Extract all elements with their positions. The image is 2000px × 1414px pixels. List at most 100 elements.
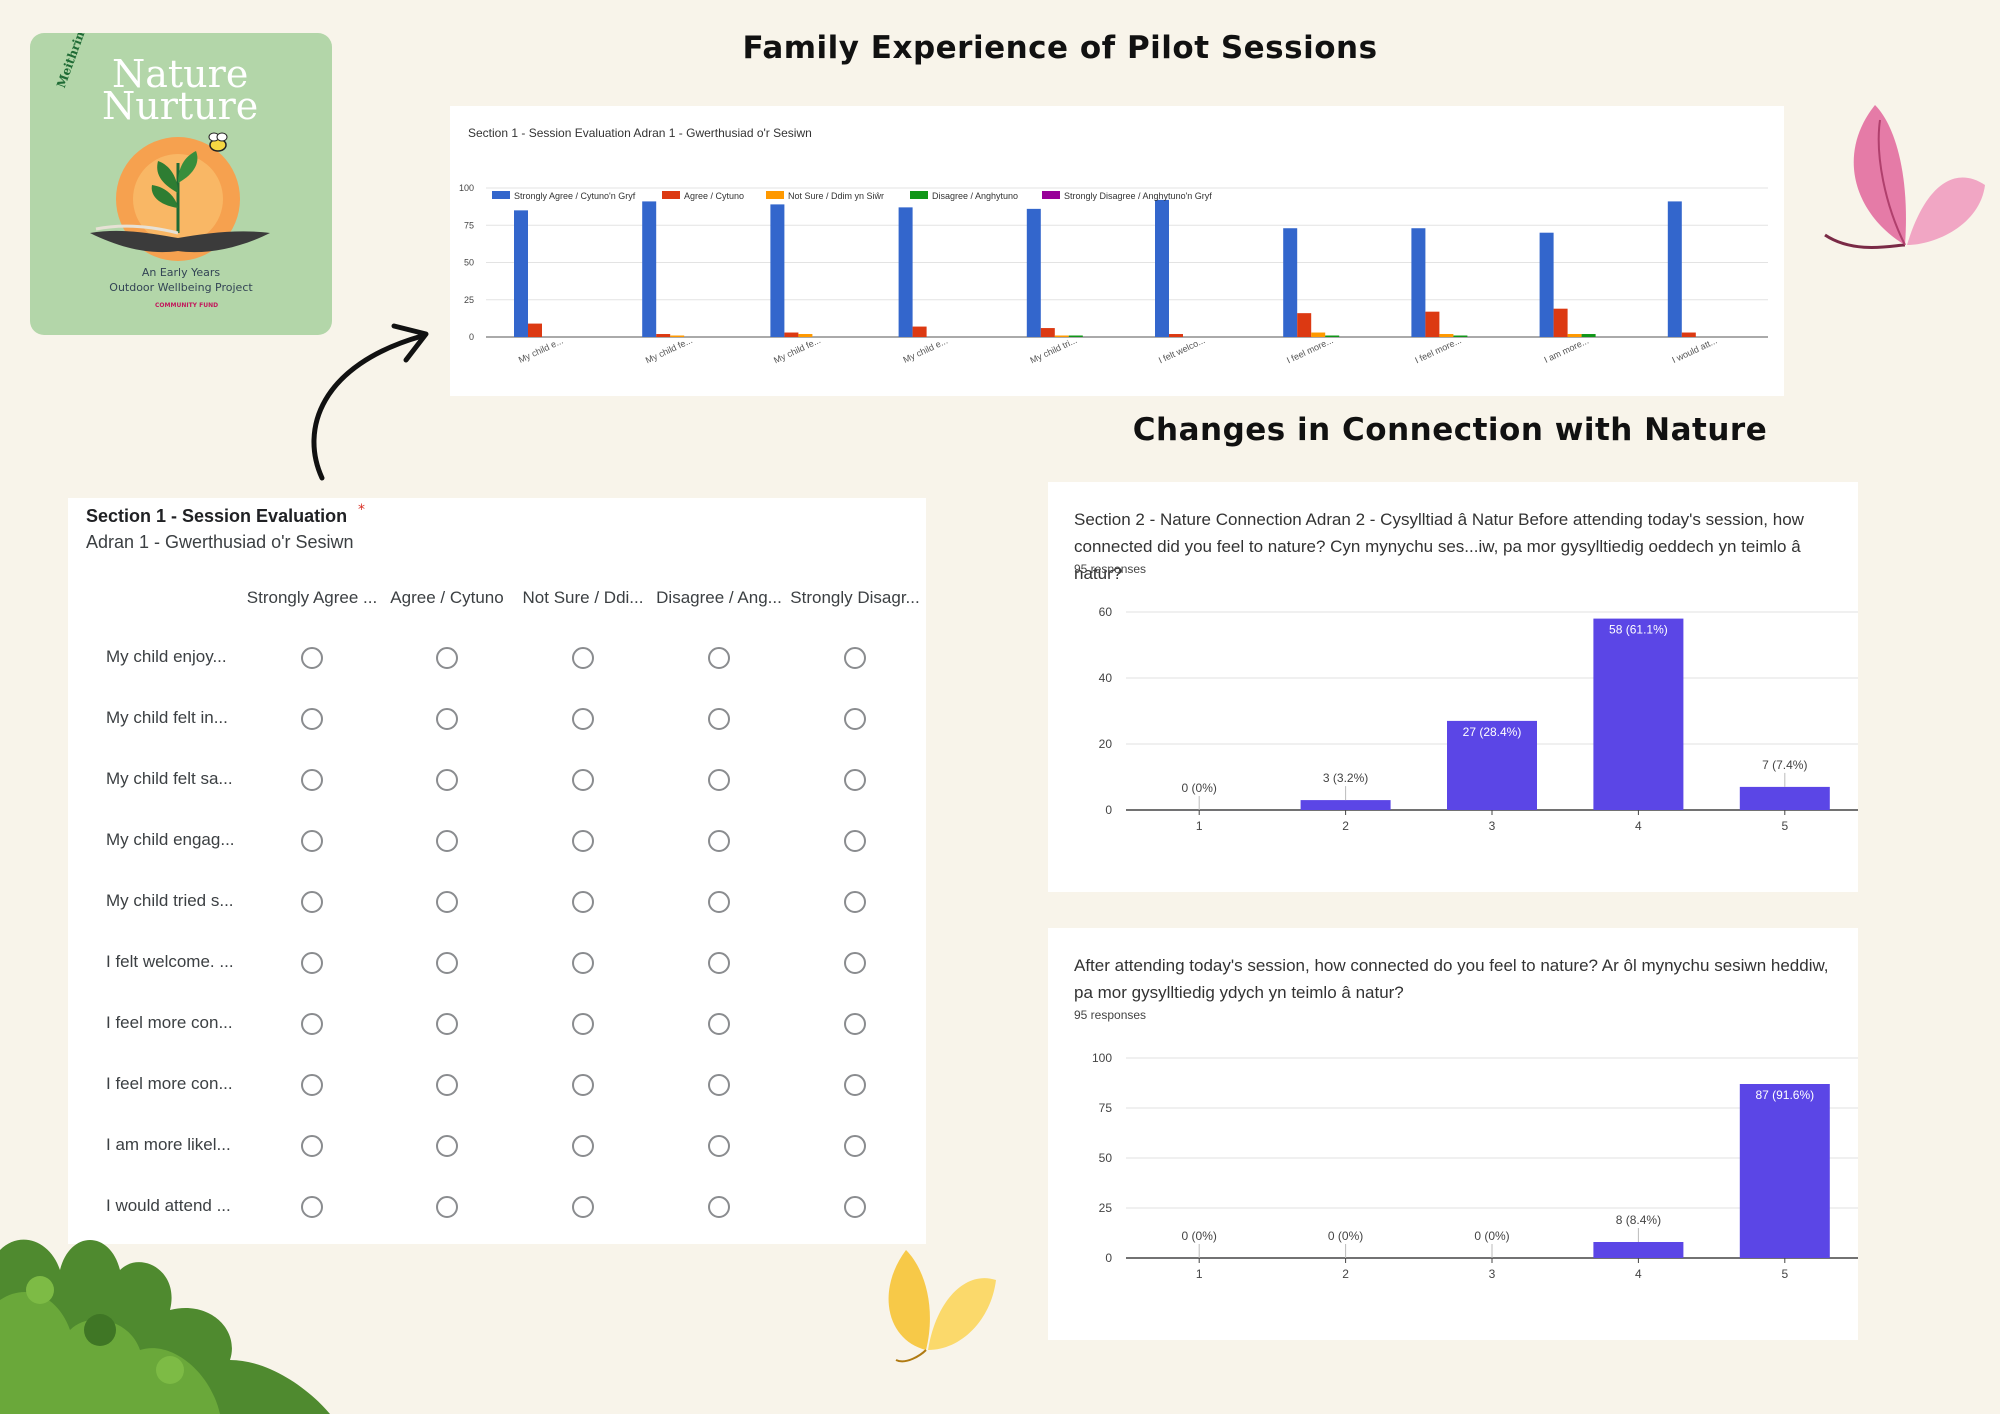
x-tick-label: 5	[1781, 819, 1788, 833]
radio-option[interactable]	[844, 1135, 866, 1157]
radio-option[interactable]	[436, 1196, 458, 1218]
radio-option[interactable]	[436, 952, 458, 974]
radio-option[interactable]	[708, 1013, 730, 1035]
before-response-count: 95 responses	[1074, 562, 1147, 576]
bar	[1411, 228, 1426, 337]
data-label: 7 (7.4%)	[1762, 758, 1807, 772]
radio-option[interactable]	[708, 708, 730, 730]
form-row-label: My child tried s...	[106, 891, 234, 910]
radio-option[interactable]	[708, 830, 730, 852]
radio-option[interactable]	[301, 647, 323, 669]
radio-option[interactable]	[844, 708, 866, 730]
radio-option[interactable]	[436, 830, 458, 852]
radio-option[interactable]	[708, 769, 730, 791]
legend-entry: Strongly Agree / Cytuno'n Gryf	[514, 191, 636, 201]
y-tick-label: 40	[1099, 671, 1113, 685]
heading-connection-nature: Changes in Connection with Nature	[1132, 412, 1768, 448]
yellow-butterfly-icon	[888, 1250, 996, 1363]
form-column-header: Agree / Cytuno	[390, 588, 504, 607]
form-column-header: Strongly Disagr...	[790, 588, 920, 607]
x-tick-label: I am more...	[1542, 336, 1590, 365]
bar	[898, 207, 913, 337]
radio-option[interactable]	[844, 769, 866, 791]
form-row-label: My child felt in...	[106, 708, 228, 727]
radio-option[interactable]	[436, 708, 458, 730]
radio-option[interactable]	[572, 891, 594, 913]
radio-option[interactable]	[708, 952, 730, 974]
x-tick-label: 2	[1342, 819, 1349, 833]
y-tick-label: 25	[464, 295, 474, 305]
radio-option[interactable]	[844, 1074, 866, 1096]
y-tick-label: 0	[1105, 803, 1112, 817]
radio-option[interactable]	[572, 1074, 594, 1096]
data-label: 27 (28.4%)	[1463, 725, 1522, 739]
radio-option[interactable]	[572, 1013, 594, 1035]
legend-swatch	[1042, 191, 1060, 199]
curved-arrow-icon	[311, 323, 429, 481]
bar	[1667, 201, 1682, 337]
radio-option[interactable]	[436, 647, 458, 669]
radio-option[interactable]	[844, 891, 866, 913]
legend-entry: Strongly Disagree / Anghytuno'n Gryf	[1064, 191, 1212, 201]
radio-option[interactable]	[301, 891, 323, 913]
radio-option[interactable]	[436, 1013, 458, 1035]
radio-option[interactable]	[436, 1074, 458, 1096]
radio-option[interactable]	[572, 708, 594, 730]
radio-option[interactable]	[301, 1074, 323, 1096]
radio-option[interactable]	[572, 769, 594, 791]
bar	[1297, 313, 1312, 337]
radio-option[interactable]	[301, 1013, 323, 1035]
radio-option[interactable]	[844, 1196, 866, 1218]
radio-option[interactable]	[572, 1135, 594, 1157]
radio-option[interactable]	[436, 891, 458, 913]
x-tick-label: 5	[1781, 1267, 1788, 1281]
data-label: 87 (91.6%)	[1755, 1088, 1814, 1102]
radio-option[interactable]	[844, 647, 866, 669]
radio-option[interactable]	[301, 952, 323, 974]
radio-option[interactable]	[708, 891, 730, 913]
radio-option[interactable]	[844, 1013, 866, 1035]
radio-option[interactable]	[301, 708, 323, 730]
radio-option[interactable]	[708, 1074, 730, 1096]
x-tick-label: 2	[1342, 1267, 1349, 1281]
radio-option[interactable]	[708, 1135, 730, 1157]
bar	[1425, 311, 1440, 337]
bar	[1567, 334, 1582, 337]
radio-option[interactable]	[844, 952, 866, 974]
bar	[1539, 232, 1554, 337]
radio-option[interactable]	[708, 1196, 730, 1218]
x-tick-label: 1	[1196, 819, 1203, 833]
radio-option[interactable]	[301, 830, 323, 852]
after-connection-chart: 0 25 50 75 100 1 0 (0%) 2 0 (0%) 3 0 (0%) 4 8 (8.4%)…	[1092, 1051, 1858, 1281]
radio-option[interactable]	[708, 647, 730, 669]
radio-option[interactable]	[436, 1135, 458, 1157]
radio-option[interactable]	[572, 952, 594, 974]
radio-option[interactable]	[572, 1196, 594, 1218]
bar	[1581, 334, 1596, 337]
radio-option[interactable]	[844, 830, 866, 852]
x-tick-label: My child e...	[901, 336, 949, 365]
data-label: 0 (0%)	[1182, 781, 1217, 795]
x-tick-label: I feel more...	[1413, 335, 1463, 365]
x-tick-label: I felt welco...	[1157, 335, 1207, 365]
radio-option[interactable]	[572, 830, 594, 852]
bar	[1739, 1084, 1830, 1258]
bar	[1283, 228, 1298, 337]
x-tick-label: 1	[1196, 1267, 1203, 1281]
radio-option[interactable]	[301, 1135, 323, 1157]
legend-swatch	[910, 191, 928, 199]
radio-option[interactable]	[436, 769, 458, 791]
radio-option[interactable]	[301, 1196, 323, 1218]
session-evaluation-chart-panel: Section 1 - Session Evaluation Adran 1 -…	[450, 106, 1784, 396]
data-label: 58 (61.1%)	[1609, 623, 1668, 637]
logo-funder: COMMUNITY FUND	[155, 302, 219, 309]
heading-family-experience: Family Experience of Pilot Sessions	[742, 30, 1378, 66]
logo-sun-hands-icon	[90, 132, 270, 261]
before-question-title: Section 2 - Nature Connection Adran 2 - …	[1074, 510, 1804, 583]
bar	[670, 335, 685, 337]
radio-option[interactable]	[301, 769, 323, 791]
bar	[784, 332, 799, 337]
bar	[1439, 334, 1454, 337]
radio-option[interactable]	[572, 647, 594, 669]
x-tick-label: 3	[1489, 819, 1496, 833]
